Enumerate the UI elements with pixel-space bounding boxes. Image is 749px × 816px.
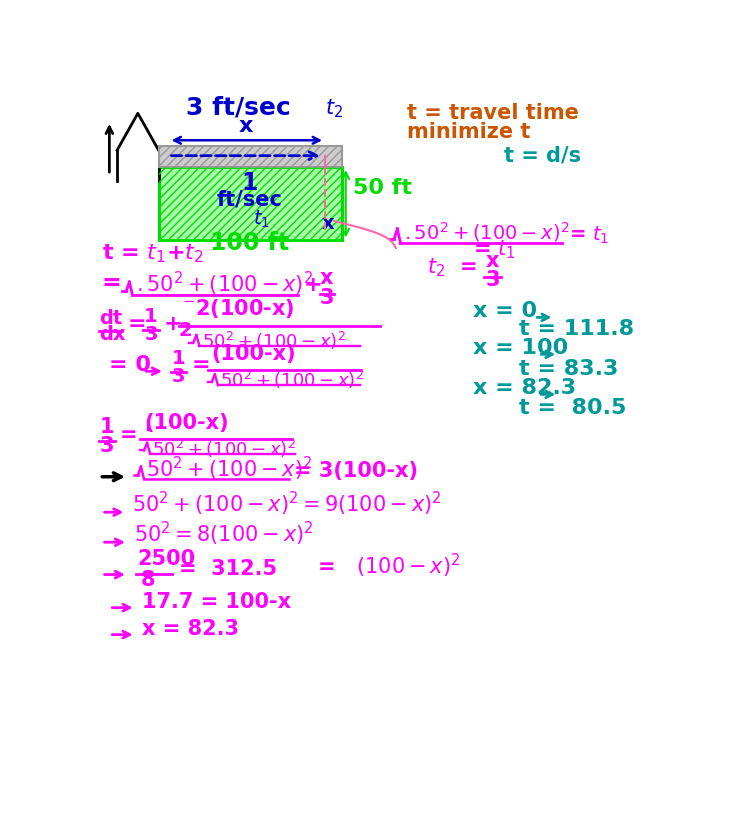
Text: = ': = ' (120, 424, 151, 445)
Text: 8: 8 (141, 570, 155, 590)
Text: 3: 3 (485, 270, 500, 290)
Text: x = 0: x = 0 (473, 301, 537, 322)
Text: =: = (128, 313, 147, 334)
Text: 3 ft/sec: 3 ft/sec (186, 95, 291, 119)
Bar (159, 167, 342, 241)
Text: t = 111.8: t = 111.8 (519, 319, 634, 339)
Text: t = $t_1$+$t_2$: t = $t_1$+$t_2$ (102, 242, 203, 265)
Text: =  312.5: = 312.5 (179, 558, 277, 579)
Text: 2: 2 (179, 321, 192, 339)
Text: $.50^2 + (100-x)^2$: $.50^2 + (100-x)^2$ (404, 220, 570, 243)
Text: x: x (238, 116, 253, 135)
Text: $.50^2 + (100-x)^2$: $.50^2 + (100-x)^2$ (136, 269, 314, 298)
Text: minimize t: minimize t (407, 122, 531, 142)
Text: dt: dt (100, 309, 123, 328)
Text: 50 ft: 50 ft (354, 178, 413, 198)
Text: $^{-}$2(100-x): $^{-}$2(100-x) (182, 297, 294, 320)
Text: $t_1$: $t_1$ (252, 209, 270, 230)
Text: 1: 1 (241, 171, 258, 195)
Text: 3: 3 (172, 367, 186, 386)
Text: $50^2+(100-x)^2$: $50^2+(100-x)^2$ (201, 330, 345, 353)
Text: $t_2$: $t_2$ (325, 98, 343, 121)
Text: (100-x): (100-x) (144, 413, 228, 433)
Text: x: x (320, 268, 333, 288)
Text: t = 83.3: t = 83.3 (519, 359, 619, 379)
Text: x = 82.3: x = 82.3 (473, 379, 576, 398)
Text: +: + (303, 275, 322, 295)
Bar (159, 146, 342, 167)
Text: =: = (102, 272, 121, 295)
Text: $t_2$  =: $t_2$ = (427, 256, 479, 279)
Text: $50^2+(100-x)^2$: $50^2+(100-x)^2$ (153, 438, 297, 460)
Text: 1: 1 (144, 307, 158, 326)
Text: $50^2+(100-x)^2$: $50^2+(100-x)^2$ (146, 455, 313, 482)
Text: x = 82.3: x = 82.3 (142, 619, 239, 639)
Text: = 3(100-x): = 3(100-x) (294, 461, 418, 481)
Text: t = d/s: t = d/s (503, 146, 580, 166)
Text: +: + (163, 313, 182, 334)
Text: 3: 3 (145, 326, 158, 344)
Text: = $t_1$: = $t_1$ (569, 224, 609, 246)
Text: dx: dx (100, 326, 126, 344)
Text: 3: 3 (100, 436, 114, 456)
Text: t =  80.5: t = 80.5 (519, 397, 626, 418)
Text: =: = (192, 355, 210, 375)
Text: $50^2 = 8(100-x)^2$: $50^2 = 8(100-x)^2$ (134, 520, 314, 548)
Text: 2500: 2500 (138, 548, 196, 569)
Text: x: x (322, 214, 334, 233)
Text: 100 ft: 100 ft (210, 231, 289, 255)
Text: = 0: = 0 (109, 355, 151, 375)
Text: = $t_1$: = $t_1$ (473, 239, 515, 261)
Bar (159, 167, 342, 241)
Text: =   $(100-x)^2$: = $(100-x)^2$ (318, 552, 461, 580)
Text: ft/sec: ft/sec (216, 190, 282, 210)
Text: $50^2 + (100-x)^2 = 9 (100-x)^2$: $50^2 + (100-x)^2 = 9 (100-x)^2$ (133, 490, 442, 518)
Bar (159, 146, 342, 167)
Text: (100-x): (100-x) (211, 344, 296, 364)
Text: 1: 1 (100, 417, 114, 437)
Text: x = 100: x = 100 (473, 339, 568, 358)
Text: 3: 3 (319, 287, 334, 308)
Text: 17.7 = 100-x: 17.7 = 100-x (142, 592, 291, 612)
Text: 1: 1 (172, 348, 186, 367)
Text: x: x (486, 251, 500, 271)
Text: $50^2+(100-x)^2$: $50^2+(100-x)^2$ (220, 370, 364, 392)
Text: t = travel time: t = travel time (407, 104, 579, 123)
